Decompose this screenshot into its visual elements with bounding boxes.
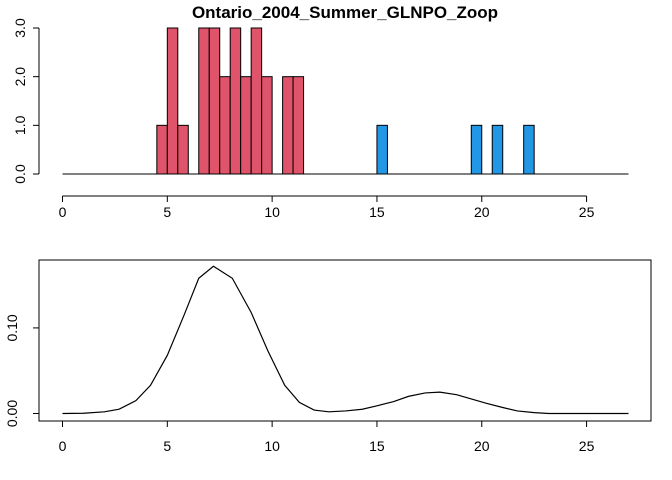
histogram-bar (470, 124, 483, 175)
density-x-axis: 0 5 10 15 20 25 (59, 421, 595, 454)
histogram-bar (491, 124, 504, 175)
x-tick-label: 20 (474, 204, 490, 220)
histogram-bar (219, 76, 231, 175)
density-y-axis: 0.00 0.10 (4, 314, 39, 427)
histogram-bar (166, 27, 179, 175)
histogram-bar (261, 76, 273, 175)
histogram-bar (292, 76, 305, 175)
chart-title: Ontario_2004_Summer_GLNPO_Zoop (192, 3, 498, 22)
x-tick-label: 5 (163, 438, 171, 454)
histogram-bar (250, 27, 263, 175)
y-tick-label: 1.0 (12, 115, 28, 135)
x-tick-label: 10 (264, 438, 280, 454)
histogram-y-axis: 0.0 1.0 2.0 3.0 (12, 18, 40, 184)
x-tick-label: 25 (579, 438, 595, 454)
y-tick-label: 2.0 (12, 67, 28, 87)
x-tick-label: 10 (264, 204, 280, 220)
x-tick-label: 0 (59, 438, 67, 454)
x-tick-label: 0 (59, 204, 67, 220)
histogram-x-axis: 0 5 10 15 20 25 (59, 195, 595, 220)
density-panel: 0 5 10 15 20 25 0.00 0.10 (4, 259, 652, 454)
histogram-panel: Ontario_2004_Summer_GLNPO_Zoop 0 5 10 15 20 2… (12, 3, 629, 220)
histogram-bar (198, 27, 210, 175)
y-tick-label: 3.0 (12, 18, 28, 38)
histogram-bars (156, 27, 535, 175)
x-tick-label: 15 (369, 204, 385, 220)
x-tick-label: 15 (369, 438, 385, 454)
histogram-bar (156, 124, 168, 175)
histogram-bar (523, 124, 535, 175)
y-tick-label: 0.0 (12, 164, 28, 184)
x-tick-label: 20 (474, 438, 490, 454)
histogram-bar (376, 124, 388, 175)
x-tick-label: 25 (579, 204, 595, 220)
y-tick-label: 0.00 (4, 400, 20, 427)
histogram-bar (208, 27, 221, 175)
histogram-bar (177, 124, 189, 175)
x-tick-label: 5 (163, 204, 171, 220)
histogram-bar (282, 76, 294, 175)
density-plot-box (38, 259, 652, 422)
y-tick-label: 0.10 (4, 314, 20, 341)
histogram-bar (229, 27, 242, 175)
histogram-bar (240, 76, 252, 175)
density-curve (62, 265, 629, 415)
